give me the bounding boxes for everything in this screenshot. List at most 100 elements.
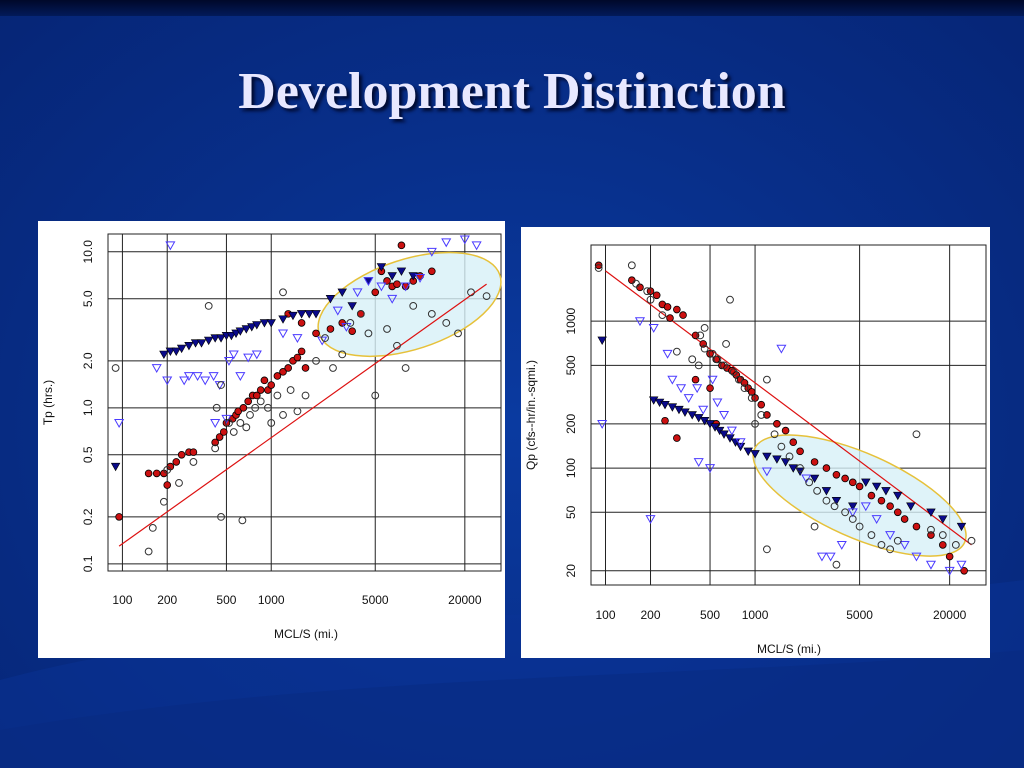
data-point bbox=[830, 502, 839, 511]
data-point bbox=[699, 340, 707, 348]
data-point bbox=[235, 327, 246, 336]
data-point bbox=[241, 325, 252, 334]
data-point bbox=[666, 314, 674, 322]
data-point bbox=[348, 327, 356, 335]
data-point bbox=[886, 502, 894, 511]
x-axis-title: MCL/S (mi.) bbox=[274, 627, 338, 641]
data-point bbox=[945, 552, 954, 561]
data-point bbox=[426, 247, 437, 257]
data-point bbox=[906, 502, 916, 511]
data-point bbox=[397, 241, 406, 250]
y-tick-label: 20 bbox=[564, 564, 578, 578]
data-point bbox=[810, 522, 819, 531]
top-bar bbox=[0, 0, 1024, 16]
data-point bbox=[720, 361, 728, 370]
data-point bbox=[273, 372, 282, 380]
data-point bbox=[259, 319, 270, 328]
data-point bbox=[338, 319, 347, 327]
data-point bbox=[757, 400, 766, 409]
data-point bbox=[278, 315, 288, 324]
plot-frame bbox=[590, 244, 987, 586]
data-point bbox=[881, 487, 891, 496]
data-point bbox=[871, 515, 882, 525]
data-point bbox=[279, 288, 287, 297]
data-point bbox=[210, 334, 220, 343]
data-point bbox=[165, 241, 176, 251]
data-point bbox=[243, 353, 254, 363]
data-point bbox=[393, 280, 401, 288]
data-point bbox=[692, 384, 703, 394]
data-point bbox=[371, 288, 380, 297]
data-point bbox=[217, 381, 225, 389]
data-point bbox=[658, 311, 667, 319]
data-point bbox=[242, 423, 251, 432]
series-open-triangle-down bbox=[114, 235, 482, 428]
data-point bbox=[687, 411, 697, 420]
data-point bbox=[772, 455, 782, 464]
data-point bbox=[841, 474, 849, 483]
data-point bbox=[780, 458, 791, 467]
y-tick-label: 5.0 bbox=[81, 290, 95, 307]
data-point bbox=[256, 397, 265, 406]
data-point bbox=[347, 302, 357, 311]
data-point bbox=[396, 267, 407, 276]
y-axis-title: Tp (hrs.) bbox=[41, 380, 55, 425]
data-point bbox=[713, 355, 722, 364]
data-point bbox=[296, 310, 307, 319]
data-point bbox=[718, 411, 730, 420]
data-point bbox=[832, 560, 841, 569]
data-point bbox=[944, 566, 955, 576]
data-point bbox=[219, 428, 228, 436]
data-point bbox=[938, 531, 947, 539]
data-point bbox=[482, 292, 491, 300]
data-point bbox=[700, 344, 709, 353]
y-tick-label: 2.0 bbox=[81, 352, 95, 369]
data-point bbox=[726, 426, 737, 436]
series-open-circle bbox=[111, 288, 491, 556]
data-point bbox=[471, 241, 482, 251]
data-point bbox=[192, 372, 203, 381]
data-point bbox=[162, 376, 173, 386]
data-point bbox=[660, 401, 670, 410]
data-point bbox=[211, 438, 219, 447]
data-point bbox=[747, 394, 756, 402]
data-point bbox=[293, 407, 302, 416]
data-point bbox=[284, 364, 292, 372]
data-point bbox=[636, 283, 644, 292]
data-point bbox=[867, 491, 876, 500]
x-tick-label: 500 bbox=[216, 593, 236, 607]
data-point bbox=[675, 384, 687, 394]
data-point bbox=[967, 536, 976, 545]
y-tick-label: 0.1 bbox=[81, 555, 95, 572]
data-point bbox=[217, 512, 225, 521]
data-point bbox=[210, 419, 221, 428]
data-point bbox=[761, 467, 772, 477]
data-point bbox=[332, 306, 343, 316]
data-point bbox=[387, 294, 398, 304]
data-point bbox=[597, 336, 607, 345]
data-point bbox=[855, 482, 864, 491]
data-point bbox=[311, 310, 321, 319]
y-tick-label: 1000 bbox=[564, 308, 578, 335]
data-point bbox=[893, 508, 902, 517]
x-tick-label: 500 bbox=[700, 608, 720, 622]
data-point bbox=[228, 350, 239, 360]
data-point bbox=[387, 272, 397, 281]
data-point bbox=[211, 444, 220, 453]
data-point bbox=[442, 319, 451, 327]
data-point bbox=[594, 261, 603, 270]
data-point bbox=[750, 450, 760, 459]
y-tick-label: 0.5 bbox=[81, 446, 95, 463]
data-point bbox=[454, 329, 462, 338]
data-point bbox=[763, 375, 771, 384]
data-point bbox=[204, 301, 213, 310]
data-point bbox=[911, 552, 922, 562]
trend-line bbox=[118, 283, 487, 547]
data-point bbox=[925, 560, 937, 570]
data-point bbox=[956, 560, 967, 570]
series-filled-triangle-down bbox=[597, 336, 967, 532]
data-point bbox=[144, 547, 153, 556]
data-point bbox=[356, 309, 365, 318]
data-point bbox=[871, 482, 882, 492]
data-point bbox=[321, 334, 329, 342]
